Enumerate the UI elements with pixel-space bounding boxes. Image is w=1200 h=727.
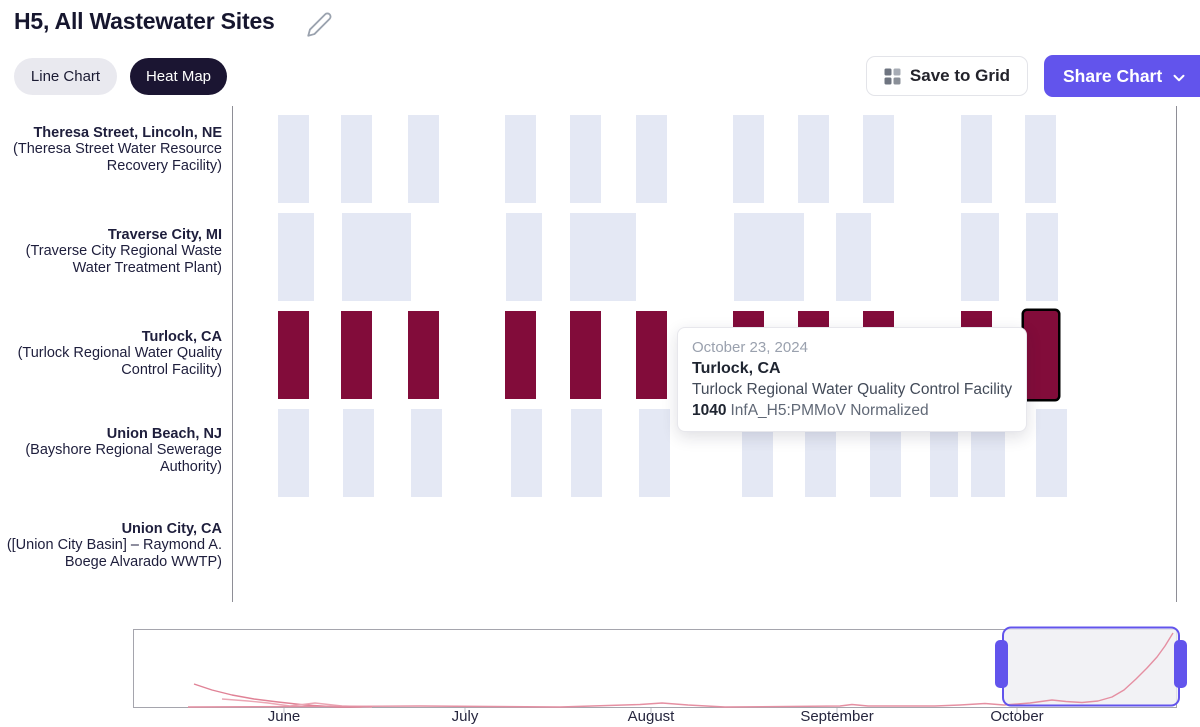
tooltip-metric: InfA_H5:PMMoV Normalized (730, 402, 929, 419)
site-label: Union Beach, NJ (Bayshore Regional Sewera… (25, 426, 222, 475)
heatmap-cell-selected[interactable] (1024, 311, 1058, 399)
timeline-minimap (133, 626, 1187, 713)
edit-pencil-icon[interactable] (306, 11, 333, 38)
brush-handle-right[interactable] (1174, 640, 1187, 688)
heatmap-cell[interactable] (733, 115, 764, 203)
heatmap-cell[interactable] (278, 409, 309, 497)
page-title: H5, All Wastewater Sites (14, 8, 275, 34)
tooltip-facility: Turlock Regional Water Quality Control F… (692, 381, 1013, 398)
heatmap-cell[interactable] (798, 115, 829, 203)
heatmap-cell[interactable] (408, 115, 439, 203)
tooltip-site: Turlock, CA (692, 360, 781, 377)
heatmap-cell[interactable] (343, 409, 374, 497)
grid-icon (884, 68, 901, 85)
heatmap-cell[interactable] (1026, 213, 1058, 301)
y-axis-line-left (232, 106, 233, 602)
heat-map-toggle[interactable]: Heat Map (130, 58, 227, 95)
heatmap-cell[interactable] (411, 409, 442, 497)
heatmap-cell[interactable] (570, 311, 601, 399)
tooltip-date: October 23, 2024 (692, 339, 808, 356)
heatmap-cell[interactable] (863, 115, 894, 203)
tooltip-value: 1040 (692, 402, 727, 419)
month-label: September (800, 708, 874, 725)
heatmap-cell[interactable] (570, 213, 636, 301)
brush-selection[interactable] (1003, 627, 1179, 706)
minimap-series-line (187, 632, 1174, 708)
month-label: August (627, 708, 675, 725)
heatmap-cell[interactable] (506, 213, 542, 301)
heatmap-cell[interactable] (408, 311, 439, 399)
heatmap-cell[interactable] (342, 213, 411, 301)
site-label: Theresa Street, Lincoln, NE (Theresa Stre… (13, 125, 222, 174)
heatmap-cell[interactable] (1025, 115, 1056, 203)
line-chart-toggle[interactable]: Line Chart (14, 58, 117, 95)
heatmap-cell[interactable] (961, 115, 992, 203)
heatmap-cell[interactable] (571, 409, 602, 497)
tooltip-value-line: 1040 InfA_H5:PMMoV Normalized (692, 400, 1012, 421)
heatmap-cell[interactable] (639, 409, 670, 497)
share-chart-label: Share Chart (1063, 65, 1163, 86)
month-label: October (990, 708, 1044, 725)
heatmap-cell[interactable] (341, 115, 372, 203)
month-label: July (451, 708, 479, 725)
heatmap-cell[interactable] (836, 213, 871, 301)
heatmap-cell[interactable] (734, 213, 804, 301)
brush-handle-left[interactable] (995, 640, 1008, 688)
heatmap-cell[interactable] (511, 409, 542, 497)
heatmap-cell[interactable] (505, 311, 536, 399)
heatmap-cell[interactable] (505, 115, 536, 203)
heatmap-cell[interactable] (341, 311, 372, 399)
heatmap-cell[interactable] (636, 115, 667, 203)
site-label: Turlock, CA (Turlock Regional Water Quali… (17, 329, 222, 378)
heatmap-cell[interactable] (636, 311, 667, 399)
month-label: June (267, 708, 301, 725)
minimap-series-line (193, 683, 362, 708)
site-label: Traverse City, MI (Traverse City Regional… (25, 227, 222, 276)
chevron-down-icon (1170, 69, 1188, 87)
heatmap-cell[interactable] (570, 115, 601, 203)
save-to-grid-button[interactable]: Save to Grid (866, 56, 1028, 96)
site-label: Union City, CA ([Union City Basin] – Raym… (6, 521, 222, 570)
heatmap-cell[interactable] (278, 311, 309, 399)
heatmap-cell[interactable] (278, 115, 309, 203)
chart-tooltip: October 23, 2024 Turlock, CA Turlock Reg… (677, 327, 1028, 432)
heatmap-cell[interactable] (1036, 409, 1067, 497)
heatmap-cell[interactable] (278, 213, 314, 301)
save-to-grid-label: Save to Grid (909, 66, 1011, 85)
y-axis-line-right (1176, 106, 1177, 602)
heatmap-cell[interactable] (961, 213, 999, 301)
share-chart-button[interactable]: Share Chart (1044, 55, 1200, 97)
